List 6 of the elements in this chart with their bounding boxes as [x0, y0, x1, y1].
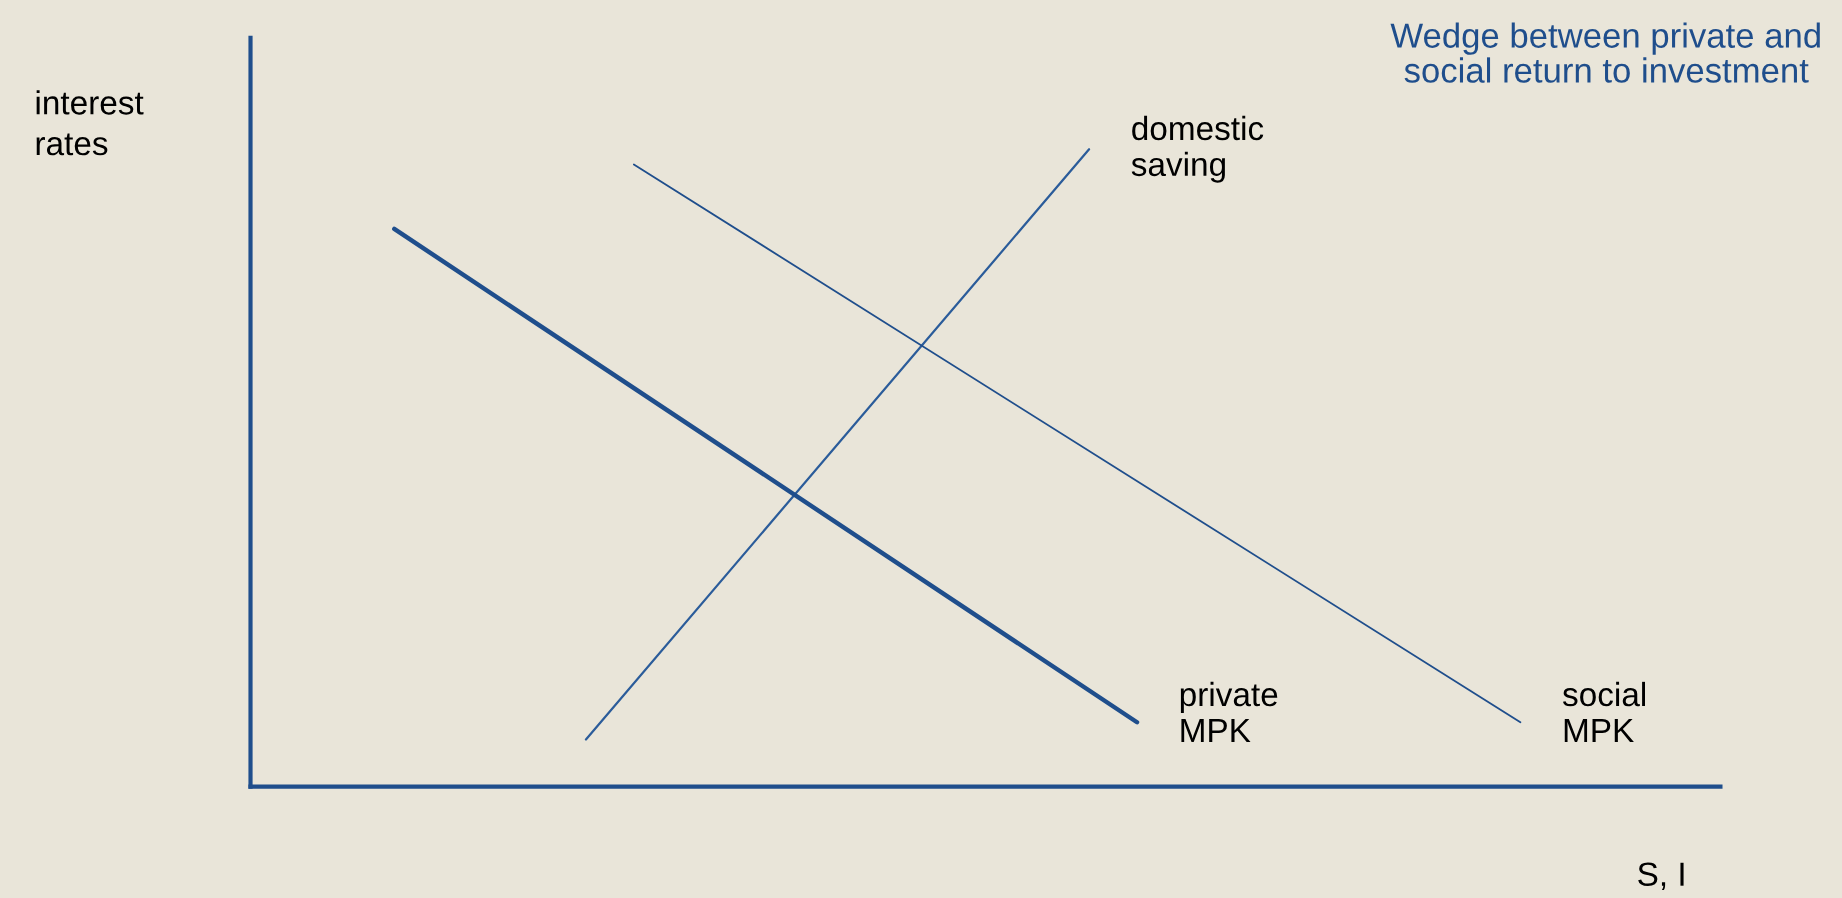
- series-label: domestic saving: [1131, 115, 1264, 183]
- series-label: social MPK: [1562, 681, 1646, 742]
- chart-title: Wedge between private and social return to investment: [1390, 22, 1820, 83]
- y-axis-title: interest rates: [36, 90, 144, 156]
- series-label: private MPK: [1180, 681, 1278, 742]
- x-axis-title: S, I: [1638, 862, 1684, 890]
